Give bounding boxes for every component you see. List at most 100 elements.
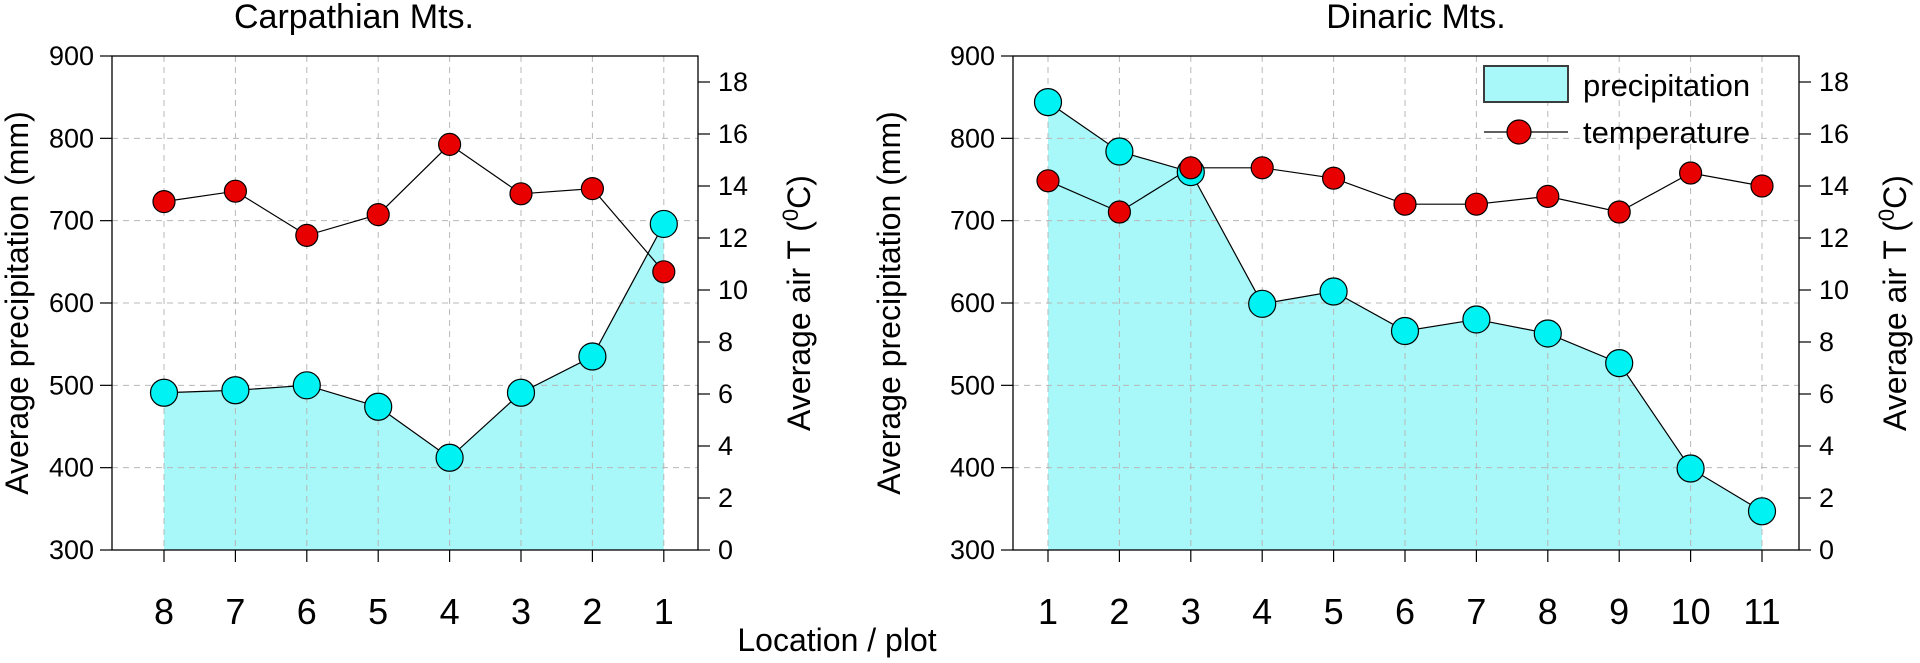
temperature-point <box>1393 192 1417 216</box>
legend-temperature-marker <box>1506 119 1532 145</box>
x-tick-label: 8 <box>154 591 174 632</box>
precipitation-point <box>1676 454 1705 483</box>
precipitation-area <box>1048 102 1762 550</box>
precipitation-point <box>292 371 321 400</box>
y2-tick-label: 12 <box>718 223 748 253</box>
y2-tick-label: 10 <box>718 275 748 305</box>
precipitation-point <box>578 342 607 371</box>
y-tick-label: 900 <box>950 41 995 71</box>
temperature-point <box>509 182 533 206</box>
precipitation-area <box>164 224 664 550</box>
y2-tick-label: 14 <box>718 171 748 201</box>
temperature-point <box>223 179 247 203</box>
chart-carpathian: Carpathian Mts. 300 400 500 600 700 800 900 0 2 4… <box>0 0 817 632</box>
temperature-point <box>1321 166 1346 190</box>
precipitation-point <box>364 392 393 421</box>
y2-tick-label: 2 <box>718 483 733 513</box>
legend-precipitation-swatch <box>1483 65 1569 103</box>
y2-tick-label: 2 <box>1819 483 1834 513</box>
precipitation-point <box>221 376 250 405</box>
y2-axis-label: Average air T (0C) <box>778 175 817 431</box>
temperature-point <box>152 190 176 214</box>
x-tick-label: 1 <box>654 591 674 632</box>
legend: precipitation temperature <box>1483 65 1750 150</box>
y2-tick-label: 4 <box>718 431 733 461</box>
y2-tick-label: 18 <box>718 67 748 97</box>
precipitation-point <box>506 378 536 407</box>
chart-dinaric: Dinaric Mts. 300 400 500 600 700 800 900 0 2 4 6 8 1… <box>871 0 1913 632</box>
y-tick-label: 700 <box>950 206 995 236</box>
x-tick-label: 2 <box>582 591 602 632</box>
y-tick-label: 900 <box>49 41 94 71</box>
temperature-point <box>652 260 676 284</box>
y-tick-label: 500 <box>49 370 94 400</box>
y-tick-label: 300 <box>950 535 995 565</box>
temperature-point <box>1678 161 1703 185</box>
x-tick-label: 1 <box>1038 591 1058 632</box>
y-tick-label: 500 <box>950 370 995 400</box>
y2-tick-label: 18 <box>1819 67 1849 97</box>
x-tick-label: 6 <box>1395 591 1415 632</box>
precipitation-point <box>1747 497 1777 526</box>
precipitation-point <box>1533 319 1562 348</box>
precipitation-point <box>149 378 179 407</box>
precipitation-point <box>649 209 678 239</box>
precipitation-point <box>1319 277 1348 306</box>
y2-tick-label: 14 <box>1819 171 1849 201</box>
x-tick-label: 4 <box>1252 591 1272 632</box>
temperature-point <box>1536 184 1560 208</box>
x-tick-label: 6 <box>297 591 317 632</box>
y-tick-label: 700 <box>49 206 94 236</box>
temperature-point <box>366 203 390 227</box>
y2-tick-label: 16 <box>718 119 748 149</box>
x-tick-label: 2 <box>1109 591 1129 632</box>
precipitation-point <box>1605 349 1634 378</box>
y-tick-label: 400 <box>950 453 995 483</box>
y2-tick-label: 0 <box>718 535 733 565</box>
temperature-point <box>1036 169 1060 193</box>
precipitation-point <box>1248 289 1277 318</box>
precipitation-point <box>1105 137 1134 166</box>
x-tick-label: 10 <box>1671 591 1711 632</box>
y2-tick-label: 6 <box>1819 379 1834 409</box>
precipitation-point <box>1462 305 1491 334</box>
y2-tick-label: 4 <box>1819 431 1834 461</box>
x-tick-label: 7 <box>225 591 245 632</box>
x-tick-label: 3 <box>511 591 531 632</box>
x-tick-label: 8 <box>1538 591 1558 632</box>
x-tick-label: 5 <box>368 591 388 632</box>
temperature-point <box>1107 200 1132 224</box>
temperature-line <box>163 143 665 273</box>
y-tick-label: 400 <box>49 453 94 483</box>
precipitation-point <box>1033 88 1063 117</box>
x-tick-label: 3 <box>1181 591 1201 632</box>
y2-tick-label: 12 <box>1819 223 1849 253</box>
x-tick-label: 7 <box>1466 591 1486 632</box>
x-axis-label: Location / plot <box>737 622 936 658</box>
x-tick-label: 9 <box>1609 591 1629 632</box>
temperature-point <box>1607 200 1631 224</box>
y2-axis-label: Average air T (0C) <box>1874 175 1913 431</box>
x-tick-label: 11 <box>1743 591 1780 632</box>
legend-precipitation-label: precipitation <box>1583 68 1750 103</box>
temperature-point <box>1464 192 1489 216</box>
y2-tick-label: 10 <box>1819 275 1849 305</box>
y-axis-label: Average precipitation (mm) <box>0 111 35 495</box>
temperature-point <box>580 177 605 201</box>
precipitation-point <box>1390 316 1420 346</box>
y2-tick-label: 16 <box>1819 119 1849 149</box>
y2-tick-label: 0 <box>1819 535 1834 565</box>
x-tick-label: 4 <box>440 591 460 632</box>
y2-tick-label: 8 <box>1819 327 1834 357</box>
chart-title: Carpathian Mts. <box>234 0 474 36</box>
y-tick-label: 600 <box>950 288 995 318</box>
temperature-point <box>1179 156 1203 180</box>
y-tick-label: 600 <box>49 288 94 318</box>
chart-title: Dinaric Mts. <box>1326 0 1505 36</box>
y2-tick-label: 6 <box>718 379 733 409</box>
temperature-point <box>1250 156 1274 180</box>
y-axis-label: Average precipitation (mm) <box>871 111 907 495</box>
temperature-point <box>295 223 319 247</box>
legend-temperature-label: temperature <box>1583 115 1750 150</box>
